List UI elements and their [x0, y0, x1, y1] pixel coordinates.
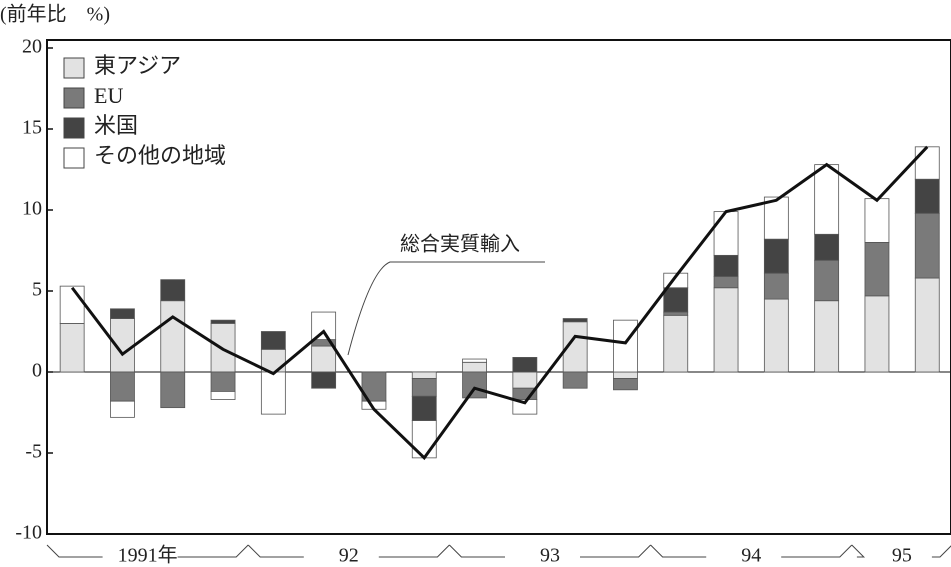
bar-segment: [613, 319, 638, 373]
y-tick-label: 20: [22, 36, 42, 58]
bar-segment: [210, 391, 236, 400]
bar-segment: [512, 357, 538, 373]
bar-segment: [59, 322, 85, 373]
x-group-bracket: [46, 544, 249, 558]
bar-segment: [110, 400, 135, 418]
bar-segment: [160, 279, 186, 302]
bar-segment: [411, 395, 437, 421]
legend-swatch: [63, 117, 85, 139]
bar-segment: [110, 371, 135, 402]
bar-segment: [260, 331, 286, 350]
bar-segment: [411, 371, 437, 379]
x-group-label: 95: [892, 545, 912, 567]
bar-segment: [914, 212, 940, 279]
bar-segment: [462, 361, 487, 373]
bar-segment: [160, 300, 186, 373]
bar-segment: [814, 164, 840, 235]
bar-segment: [713, 287, 739, 373]
bar-segment: [763, 196, 789, 240]
plot-frame: [46, 39, 951, 535]
bar-segment: [914, 146, 940, 180]
bar-segment: [59, 285, 85, 324]
legend-swatch: [63, 87, 85, 109]
bar-segment: [613, 371, 638, 379]
bar-segment: [613, 378, 638, 391]
bar-segment: [763, 298, 789, 373]
bar-segment: [713, 254, 739, 277]
bar-segment: [411, 420, 437, 459]
legend-label: その他の地域: [94, 143, 226, 168]
y-tick-label: -10: [15, 522, 42, 544]
bar-segment: [914, 178, 940, 214]
y-tick-label: 0: [32, 360, 42, 382]
x-group-label: 92: [339, 545, 359, 567]
bar-segment: [311, 311, 337, 340]
bar-segment: [311, 345, 337, 373]
y-tick-label: -5: [25, 441, 42, 463]
x-group-label: 94: [741, 545, 761, 567]
x-group-bracket: [247, 544, 450, 558]
bar-segment: [763, 238, 789, 274]
y-tick-label: 15: [22, 117, 42, 139]
annotation-leader: [347, 261, 545, 356]
bar-segment: [562, 318, 588, 323]
y-tick-label: 5: [32, 279, 42, 301]
bar-segment: [260, 371, 286, 415]
bar-segment: [713, 211, 739, 256]
y-axis-label: (前年比 %): [0, 3, 110, 26]
bar-segment: [210, 319, 236, 324]
bar-segment: [763, 272, 789, 300]
legend-label: 東アジア: [94, 53, 181, 78]
legend-swatch: [63, 57, 85, 79]
y-tick-label: 10: [22, 198, 42, 220]
bar-segment: [663, 287, 689, 313]
x-group-label: 1991年: [118, 544, 178, 567]
bar-segment: [814, 233, 840, 261]
bar-segment: [210, 371, 236, 392]
bar-segment: [914, 277, 940, 373]
x-group-bracket: [449, 544, 651, 558]
bar-segment: [663, 314, 689, 373]
bar-segment: [864, 198, 890, 243]
bar-segment: [814, 300, 840, 373]
bar-segment: [713, 276, 739, 289]
x-group-label: 93: [540, 545, 560, 567]
bar-segment: [512, 371, 538, 389]
bar-segment: [562, 371, 588, 389]
legend-label: EU: [94, 83, 123, 108]
bar-segment: [814, 259, 840, 302]
total-line: [70, 145, 929, 461]
x-group-bracket: [851, 544, 951, 558]
legend-label: 米国: [94, 113, 138, 138]
bar-segment: [160, 371, 186, 409]
annotation: 総合実質輸入: [400, 233, 520, 256]
x-group-bracket: [650, 544, 853, 558]
bar-segment: [663, 311, 689, 316]
bar-segment: [864, 241, 890, 297]
bar-segment: [512, 399, 538, 415]
legend-swatch: [63, 147, 85, 169]
bar-segment: [411, 378, 437, 397]
bar-segment: [311, 371, 337, 389]
bar-segment: [462, 358, 487, 363]
bar-segment: [110, 308, 135, 319]
bar-segment: [864, 295, 890, 373]
bar-segment: [462, 371, 487, 399]
